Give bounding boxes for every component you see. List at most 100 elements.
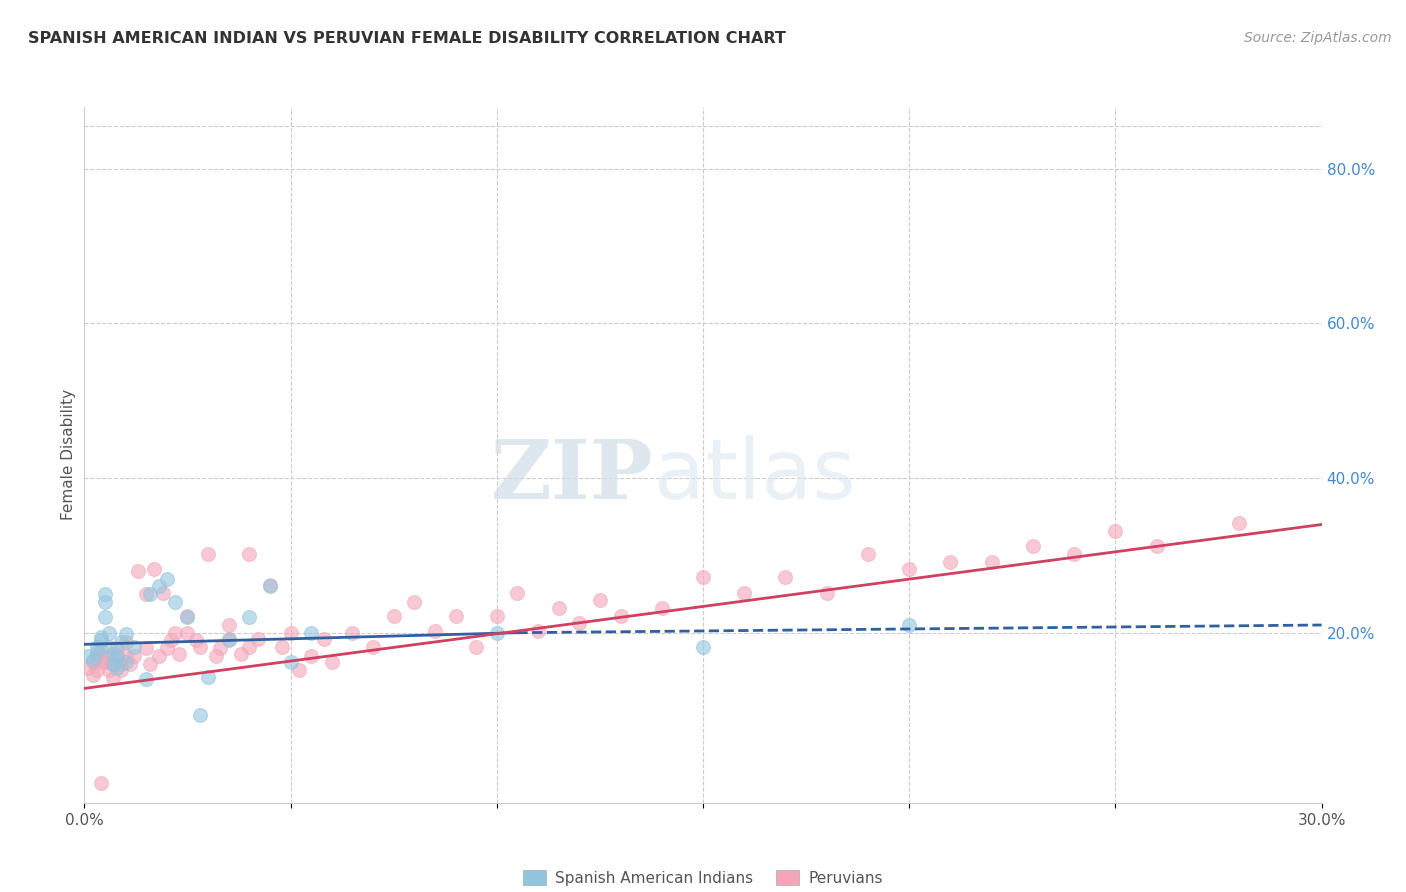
Point xyxy=(110,635,132,649)
Point xyxy=(259,578,281,592)
Point xyxy=(94,610,117,624)
Text: Source: ZipAtlas.com: Source: ZipAtlas.com xyxy=(1244,31,1392,45)
Point xyxy=(246,632,269,646)
Point xyxy=(110,663,132,677)
Point xyxy=(103,657,125,671)
Point xyxy=(299,625,322,640)
Point xyxy=(98,648,121,663)
Point xyxy=(485,608,508,623)
Point xyxy=(485,625,508,640)
Point xyxy=(176,625,198,640)
Point xyxy=(547,601,569,615)
Point xyxy=(94,587,117,601)
Point xyxy=(299,648,322,663)
Point xyxy=(188,640,211,654)
Point xyxy=(775,570,797,584)
Point xyxy=(86,648,108,663)
Point xyxy=(609,608,631,623)
Point xyxy=(98,663,121,677)
Point xyxy=(139,587,162,601)
Point xyxy=(568,616,591,631)
Point xyxy=(135,587,157,601)
Point xyxy=(114,655,136,669)
Point xyxy=(82,653,104,667)
Point xyxy=(205,648,228,663)
Point xyxy=(77,648,100,663)
Text: atlas: atlas xyxy=(654,435,855,516)
Point xyxy=(288,663,311,677)
Point xyxy=(218,633,240,648)
Point xyxy=(188,708,211,723)
Point xyxy=(165,595,187,609)
Point xyxy=(156,572,179,586)
Point xyxy=(152,585,174,599)
Point xyxy=(114,648,136,663)
Point xyxy=(238,610,260,624)
Point xyxy=(271,640,294,654)
Point xyxy=(156,641,179,656)
Point xyxy=(90,633,112,648)
Point xyxy=(980,555,1002,569)
Point xyxy=(148,579,170,593)
Point xyxy=(114,635,136,649)
Point xyxy=(86,663,108,677)
Point xyxy=(733,585,755,599)
Point xyxy=(361,640,384,654)
Point xyxy=(1063,547,1085,561)
Point xyxy=(218,618,240,632)
Point xyxy=(527,624,550,639)
Point xyxy=(1104,524,1126,538)
Point xyxy=(238,547,260,561)
Point xyxy=(444,608,467,623)
Point xyxy=(98,640,121,654)
Point xyxy=(122,648,145,663)
Point xyxy=(110,657,132,671)
Point xyxy=(122,640,145,654)
Point xyxy=(127,564,149,578)
Point xyxy=(312,632,335,646)
Point xyxy=(229,648,252,662)
Point xyxy=(86,645,108,659)
Point xyxy=(82,668,104,682)
Point xyxy=(197,547,219,561)
Point xyxy=(939,555,962,569)
Point xyxy=(898,618,921,632)
Point xyxy=(238,640,260,654)
Point xyxy=(94,650,117,665)
Point xyxy=(160,633,183,648)
Point xyxy=(103,648,125,662)
Point xyxy=(259,579,281,593)
Point xyxy=(815,585,838,599)
Point xyxy=(184,633,207,648)
Point xyxy=(1146,539,1168,553)
Point xyxy=(90,642,112,657)
Point xyxy=(139,657,162,671)
Point xyxy=(94,595,117,609)
Point xyxy=(135,672,157,686)
Point xyxy=(209,641,232,656)
Point xyxy=(898,562,921,576)
Point xyxy=(692,640,714,654)
Point xyxy=(423,624,446,639)
Point xyxy=(176,610,198,624)
Point xyxy=(692,570,714,584)
Point xyxy=(90,655,112,669)
Point xyxy=(404,595,426,609)
Point xyxy=(1022,539,1045,553)
Point xyxy=(651,601,673,615)
Point xyxy=(77,660,100,674)
Point xyxy=(342,625,364,640)
Point xyxy=(148,648,170,663)
Point xyxy=(105,648,128,663)
Point xyxy=(98,625,121,640)
Point xyxy=(167,648,190,662)
Point xyxy=(197,670,219,684)
Point xyxy=(118,657,141,671)
Point xyxy=(280,625,302,640)
Point xyxy=(105,660,128,674)
Point xyxy=(856,547,879,561)
Point xyxy=(94,655,117,669)
Y-axis label: Female Disability: Female Disability xyxy=(60,389,76,521)
Point xyxy=(143,562,166,576)
Legend: Spanish American Indians, Peruvians: Spanish American Indians, Peruvians xyxy=(523,870,883,886)
